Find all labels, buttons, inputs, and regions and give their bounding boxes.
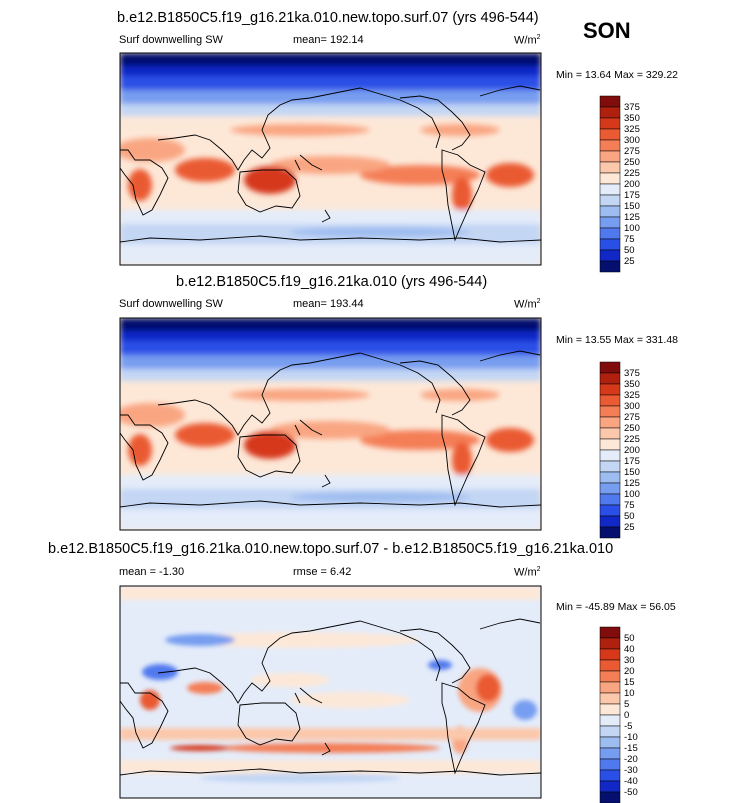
panel-3-title: b.e12.B1850C5.f19_g16.21ka.010.new.topo.… (48, 541, 614, 557)
coastlines (120, 350, 541, 508)
colorbar-tick-label: 375 (624, 102, 640, 113)
colorbar-tick-label: 50 (624, 511, 635, 522)
colorbar-tick-label: 50 (624, 245, 635, 256)
panel-1-variable-label: Surf downwelling SW (119, 34, 223, 46)
colorbar-segment (599, 703, 621, 716)
colorbar-tick-label: 175 (624, 190, 640, 201)
colorbar-tick-label: 350 (624, 113, 640, 124)
colorbar-tick-label: -30 (624, 765, 638, 776)
colorbar-tick-label: 300 (624, 401, 640, 412)
colorbar-tick-label: 15 (624, 677, 635, 688)
panel-3-minmax: Min = -45.89 Max = 56.05 (556, 601, 676, 613)
panel-2-colorbar: 3753503253002752502252001751501251007550… (599, 361, 640, 539)
colorbar-tick-label: 20 (624, 666, 635, 677)
colorbar-segment (599, 526, 621, 539)
panel-3-mean-label: mean = -1.30 (119, 566, 185, 578)
colorbar-tick-label: 30 (624, 655, 635, 666)
panel-1-minmax: Min = 13.64 Max = 329.22 (556, 69, 678, 81)
colorbar-segment (599, 670, 621, 683)
colorbar-tick-label: 0 (624, 710, 629, 721)
colorbar-tick-label: 150 (624, 467, 640, 478)
colorbar-segment (599, 791, 621, 803)
colorbar-segment (599, 681, 621, 694)
colorbar-segment (599, 769, 621, 782)
colorbar-segment (599, 626, 621, 639)
coastlines (120, 85, 541, 243)
colorbar-tick-label: -10 (624, 732, 638, 743)
panel-2-minmax: Min = 13.55 Max = 331.48 (556, 334, 678, 346)
colorbar-segment (599, 758, 621, 771)
colorbar-segment (599, 725, 621, 738)
colorbar-tick-label: 75 (624, 234, 635, 245)
coastlines (120, 618, 541, 776)
colorbar-segment (599, 260, 621, 273)
colorbar-tick-label: 375 (624, 368, 640, 379)
colorbar-tick-label: 300 (624, 135, 640, 146)
colorbar-tick-label: -50 (624, 787, 638, 798)
colorbar-tick-label: 325 (624, 124, 640, 135)
colorbar-tick-label: 25 (624, 256, 635, 267)
colorbar-tick-label: 225 (624, 168, 640, 179)
colorbar-tick-label: 40 (624, 644, 635, 655)
colorbar-segment (599, 692, 621, 705)
colorbar-segment (599, 648, 621, 661)
panel-1-units: W/m2 (514, 34, 541, 47)
colorbar-tick-label: 50 (624, 633, 635, 644)
colorbar-tick-label: 325 (624, 390, 640, 401)
colorbar-tick-label: 100 (624, 223, 640, 234)
season-label: SON (583, 18, 631, 43)
colorbar-segment (599, 736, 621, 749)
panel-3-rmse-label: rmse = 6.42 (293, 566, 352, 578)
panel-1-colorbar: 3753503253002752502252001751501251007550… (599, 95, 640, 273)
colorbar-tick-label: 25 (624, 522, 635, 533)
colorbar-tick-label: 200 (624, 445, 640, 456)
colorbar-tick-label: 275 (624, 412, 640, 423)
colorbar-tick-label: 225 (624, 434, 640, 445)
panel-3-units: W/m2 (514, 566, 541, 579)
colorbar-tick-label: -15 (624, 743, 638, 754)
panel-2-title: b.e12.B1850C5.f19_g16.21ka.010 (yrs 496-… (176, 274, 488, 290)
colorbar-tick-label: 175 (624, 456, 640, 467)
colorbar-segment (599, 780, 621, 793)
colorbar-segment (599, 659, 621, 672)
colorbar-tick-label: -40 (624, 776, 638, 787)
colorbar-tick-label: 250 (624, 157, 640, 168)
colorbar-segment (599, 637, 621, 650)
colorbar-tick-label: 100 (624, 489, 640, 500)
panel-2-variable-label: Surf downwelling SW (119, 298, 223, 310)
colorbar-tick-label: -5 (624, 721, 632, 732)
colorbar-tick-label: 275 (624, 146, 640, 157)
colorbar-tick-label: 5 (624, 699, 629, 710)
colorbar-tick-label: 125 (624, 478, 640, 489)
colorbar-tick-label: 150 (624, 201, 640, 212)
panel-1-mean-label: mean= 192.14 (293, 34, 364, 46)
colorbar-tick-label: 350 (624, 379, 640, 390)
colorbar-tick-label: 75 (624, 500, 635, 511)
colorbar-tick-label: 125 (624, 212, 640, 223)
panel-2-units: W/m2 (514, 298, 541, 311)
colorbar-tick-label: 250 (624, 423, 640, 434)
colorbar-tick-label: 200 (624, 179, 640, 190)
colorbar-segment (599, 714, 621, 727)
panel-1-title: b.e12.B1850C5.f19_g16.21ka.010.new.topo.… (117, 10, 539, 26)
colorbar-tick-label: 10 (624, 688, 635, 699)
colorbar-tick-label: -20 (624, 754, 638, 765)
colorbar-segment (599, 747, 621, 760)
panel-2-mean-label: mean= 193.44 (293, 298, 364, 310)
